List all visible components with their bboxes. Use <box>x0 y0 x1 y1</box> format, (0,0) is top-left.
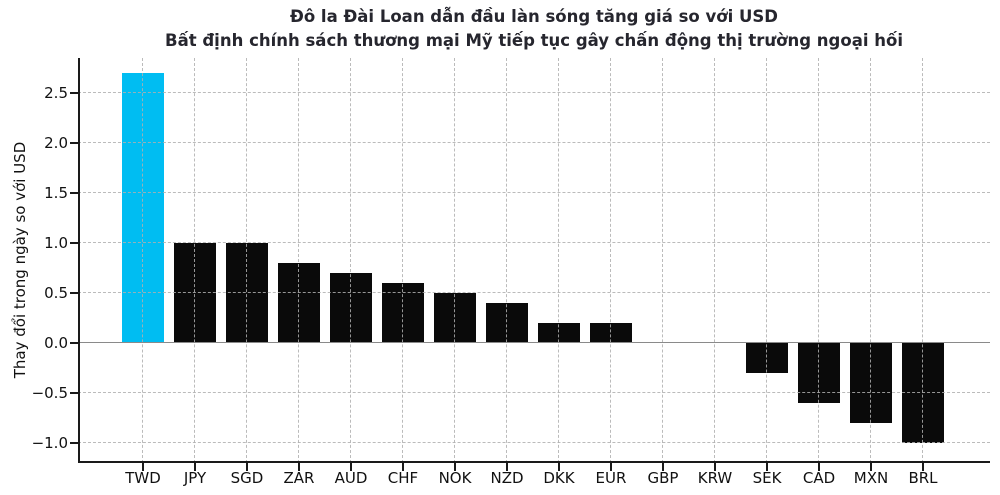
gridline-v-ZAR <box>298 58 300 463</box>
gridline-h-1.5 <box>78 192 990 194</box>
x-axis-spine <box>78 460 990 463</box>
gridline-h-1.0 <box>78 242 990 244</box>
x-tick-TWD <box>142 463 144 471</box>
gridline-v-NOK <box>454 58 456 463</box>
x-tick-label-GBP: GBP <box>647 469 679 487</box>
x-tick-CHF <box>402 463 404 471</box>
gridline-v-CHF <box>402 58 404 463</box>
gridline-h-0.5 <box>78 292 990 294</box>
x-tick-label-NOK: NOK <box>438 469 472 487</box>
x-tick-label-CHF: CHF <box>387 469 419 487</box>
x-tick-ZAR <box>298 463 300 471</box>
y-tick-label-2.5: 2.5 <box>44 84 68 102</box>
x-tick-label-JPY: JPY <box>183 469 207 487</box>
x-tick-MXN <box>870 463 872 471</box>
y-tick-label-0.0: 0.0 <box>44 334 68 352</box>
y-tick-2.0 <box>70 142 78 144</box>
x-tick-label-BRL: BRL <box>908 469 938 487</box>
gridline-h-2.5 <box>78 92 990 94</box>
x-tick-KRW <box>714 463 716 471</box>
gridline-v-NZD <box>506 58 508 463</box>
x-tick-GBP <box>662 463 664 471</box>
x-tick-BRL <box>922 463 924 471</box>
y-tick-1.5 <box>70 192 78 194</box>
y-tick-label-0.5: 0.5 <box>44 284 68 302</box>
x-tick-label-NZD: NZD <box>490 469 524 487</box>
gridline-v-KRW <box>714 58 716 463</box>
zero-line <box>78 342 990 344</box>
gridline-h-−1.0 <box>78 442 990 444</box>
plot-area <box>70 58 990 471</box>
y-tick-−1.0 <box>70 442 78 444</box>
gridline-v-GBP <box>662 58 664 463</box>
x-tick-label-EUR: EUR <box>595 469 627 487</box>
gridline-v-JPY <box>194 58 196 463</box>
gridline-v-EUR <box>610 58 612 463</box>
y-tick-label-2.0: 2.0 <box>44 134 68 152</box>
gridline-v-SEK <box>766 58 768 463</box>
x-tick-label-ZAR: ZAR <box>283 469 315 487</box>
gridline-v-BRL <box>922 58 924 463</box>
gridline-v-MXN <box>870 58 872 463</box>
y-tick-label-1.0: 1.0 <box>44 234 68 252</box>
gridline-v-DKK <box>558 58 560 463</box>
y-tick-0.5 <box>70 292 78 294</box>
gridline-v-AUD <box>350 58 352 463</box>
x-tick-label-SGD: SGD <box>230 469 264 487</box>
gridline-v-TWD <box>142 58 144 463</box>
x-tick-label-SEK: SEK <box>752 469 782 487</box>
y-tick-1.0 <box>70 242 78 244</box>
x-tick-SGD <box>246 463 248 471</box>
x-tick-JPY <box>194 463 196 471</box>
x-tick-AUD <box>350 463 352 471</box>
chart-title: Đô la Đài Loan dẫn đầu làn sóng tăng giá… <box>290 7 778 26</box>
x-tick-CAD <box>818 463 820 471</box>
y-tick-−0.5 <box>70 392 78 394</box>
x-tick-label-DKK: DKK <box>543 469 575 487</box>
y-tick-0.0 <box>70 342 78 344</box>
x-tick-label-TWD: TWD <box>125 469 161 487</box>
x-tick-label-AUD: AUD <box>334 469 368 487</box>
y-tick-label-−1.0: −1.0 <box>31 434 68 452</box>
gridline-h-−0.5 <box>78 392 990 394</box>
x-tick-EUR <box>610 463 612 471</box>
x-tick-DKK <box>558 463 560 471</box>
gridline-v-SGD <box>246 58 248 463</box>
x-tick-label-MXN: MXN <box>853 469 889 487</box>
x-tick-label-KRW: KRW <box>697 469 733 487</box>
x-tick-NZD <box>506 463 508 471</box>
gridline-v-CAD <box>818 58 820 463</box>
gridline-h-2.0 <box>78 142 990 144</box>
x-tick-SEK <box>766 463 768 471</box>
y-tick-label-1.5: 1.5 <box>44 184 68 202</box>
y-axis-spine <box>78 58 80 463</box>
y-tick-2.5 <box>70 92 78 94</box>
y-tick-label-−0.5: −0.5 <box>31 384 68 402</box>
chart-subtitle: Bất định chính sách thương mại Mỹ tiếp t… <box>165 31 903 50</box>
x-tick-NOK <box>454 463 456 471</box>
x-tick-label-CAD: CAD <box>802 469 836 487</box>
